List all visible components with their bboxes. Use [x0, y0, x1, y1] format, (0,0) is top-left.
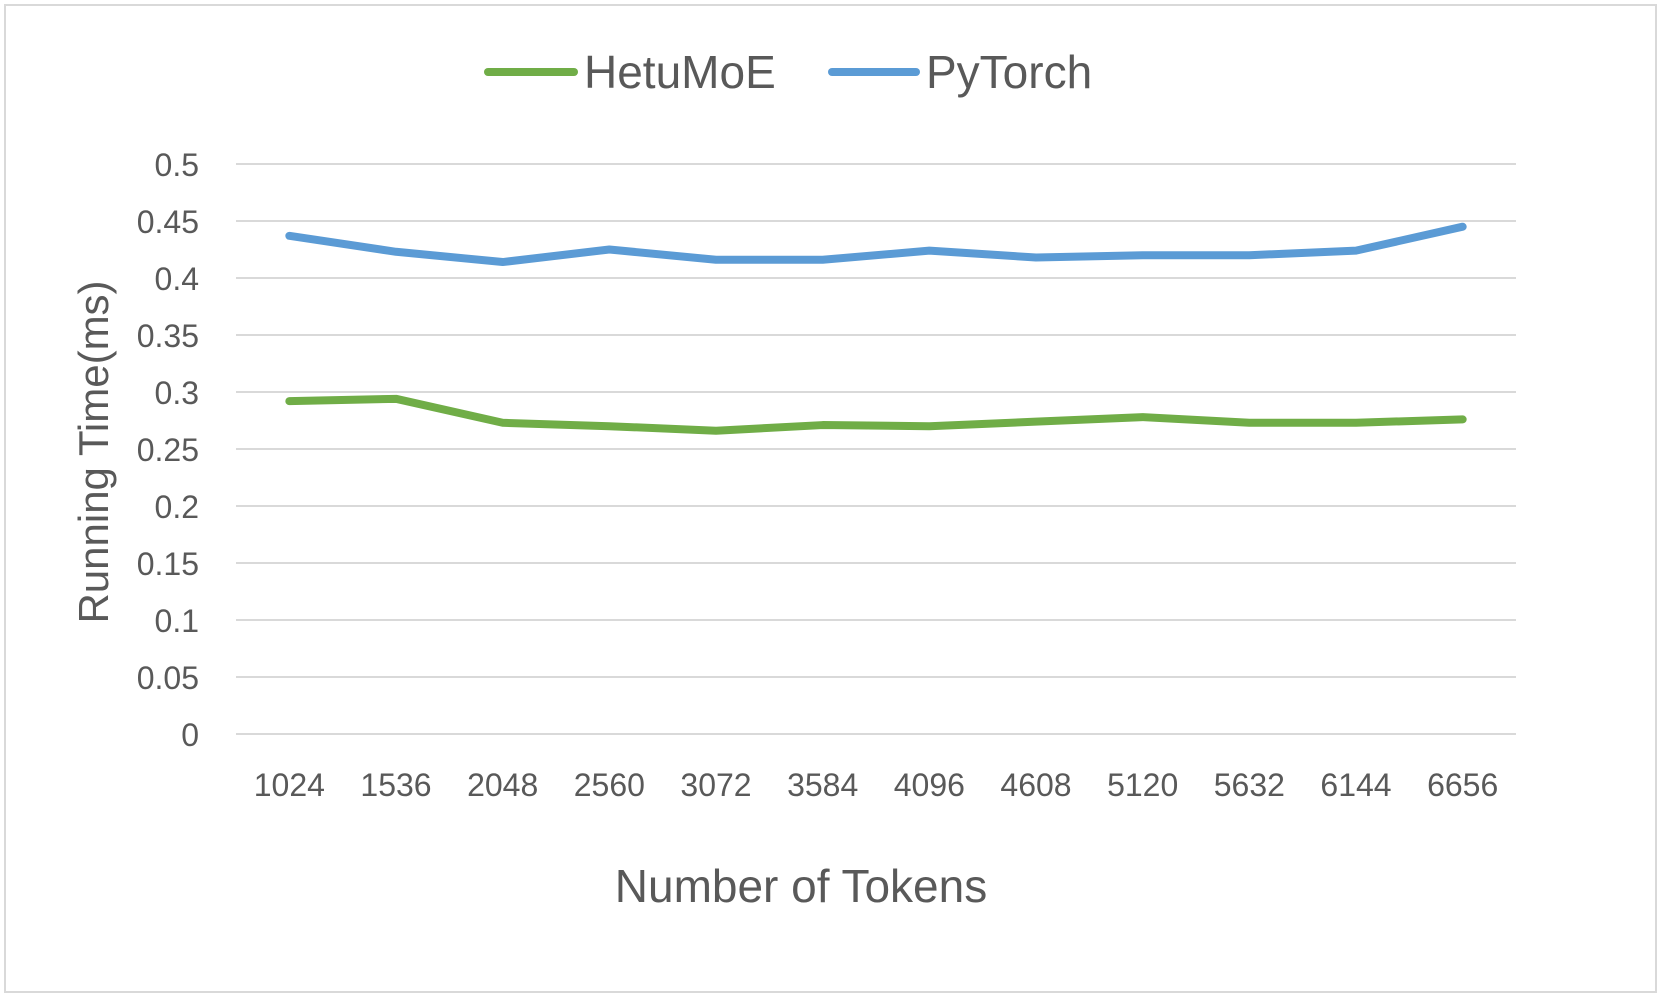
data-point: [1462, 418, 1464, 420]
x-tick-label: 1024: [254, 767, 325, 803]
x-axis-ticks: 1024 1536 2048 2560 3072 3584 4096 4608 5120 5632…: [254, 767, 1499, 803]
data-point: [1355, 422, 1357, 424]
y-tick-label: 0.5: [155, 147, 199, 183]
data-point: [502, 261, 504, 263]
data-point: [1248, 422, 1250, 424]
data-point: [928, 250, 930, 252]
x-tick-label: 2048: [467, 767, 538, 803]
data-point: [1248, 254, 1250, 256]
y-tick-label: 0.2: [155, 489, 199, 525]
legend-label: PyTorch: [926, 46, 1092, 98]
data-point: [715, 430, 717, 432]
data-point: [1462, 226, 1464, 228]
legend-item: HetuMoE: [484, 46, 776, 98]
x-tick-label: 4608: [1000, 767, 1071, 803]
x-tick-label: 3584: [787, 767, 858, 803]
data-point: [822, 424, 824, 426]
x-tick-label: 5632: [1214, 767, 1285, 803]
data-point: [288, 400, 290, 402]
y-tick-label: 0.05: [137, 660, 199, 696]
series-lines: [285, 222, 1467, 435]
x-tick-label: 2560: [574, 767, 645, 803]
y-axis-ticks: 0 0.05 0.1 0.15 0.2 0.25 0.3 0.35 0.4 0.45 0.5: [137, 147, 199, 753]
chart-frame: HetuMoE PyTorch 0 0.05 0.1 0.15 0.2 0.25 0.3 0.3…: [4, 4, 1657, 993]
x-tick-label: 5120: [1107, 767, 1178, 803]
x-axis-title: Number of Tokens: [615, 860, 987, 912]
y-tick-label: 0.35: [137, 318, 199, 354]
data-point: [822, 259, 824, 261]
x-tick-label: 6656: [1427, 767, 1498, 803]
series-line: [285, 222, 1467, 267]
x-tick-label: 4096: [894, 767, 965, 803]
data-point: [715, 259, 717, 261]
data-point: [1035, 256, 1037, 258]
data-point: [1035, 421, 1037, 423]
y-tick-label: 0.4: [155, 261, 199, 297]
x-tick-label: 3072: [680, 767, 751, 803]
data-point: [502, 422, 504, 424]
legend-item: PyTorch: [828, 46, 1092, 98]
gridlines: [236, 163, 1516, 735]
x-tick-label: 1536: [360, 767, 431, 803]
data-point: [1355, 250, 1357, 252]
y-tick-label: 0: [181, 717, 199, 753]
legend-label: HetuMoE: [584, 46, 776, 98]
x-tick-label: 6144: [1320, 767, 1391, 803]
y-axis-title: Running Time(ms): [70, 280, 117, 623]
y-tick-label: 0.1: [155, 603, 199, 639]
data-point: [395, 398, 397, 400]
series-hetumoe: [285, 394, 1467, 435]
data-point: [608, 249, 610, 250]
data-point: [608, 425, 610, 427]
chart-legend: HetuMoE PyTorch: [484, 46, 1092, 98]
line-chart: HetuMoE PyTorch 0 0.05 0.1 0.15 0.2 0.25 0.3 0.3…: [70, 46, 1516, 912]
series-pytorch: [285, 222, 1467, 267]
y-tick-label: 0.45: [137, 204, 199, 240]
y-tick-label: 0.25: [137, 432, 199, 468]
data-point: [928, 425, 930, 427]
data-point: [1142, 254, 1144, 256]
data-point: [288, 235, 290, 237]
data-point: [1142, 416, 1144, 418]
data-point: [395, 251, 397, 253]
y-tick-label: 0.15: [137, 546, 199, 582]
series-line: [285, 394, 1467, 435]
y-tick-label: 0.3: [155, 375, 199, 411]
